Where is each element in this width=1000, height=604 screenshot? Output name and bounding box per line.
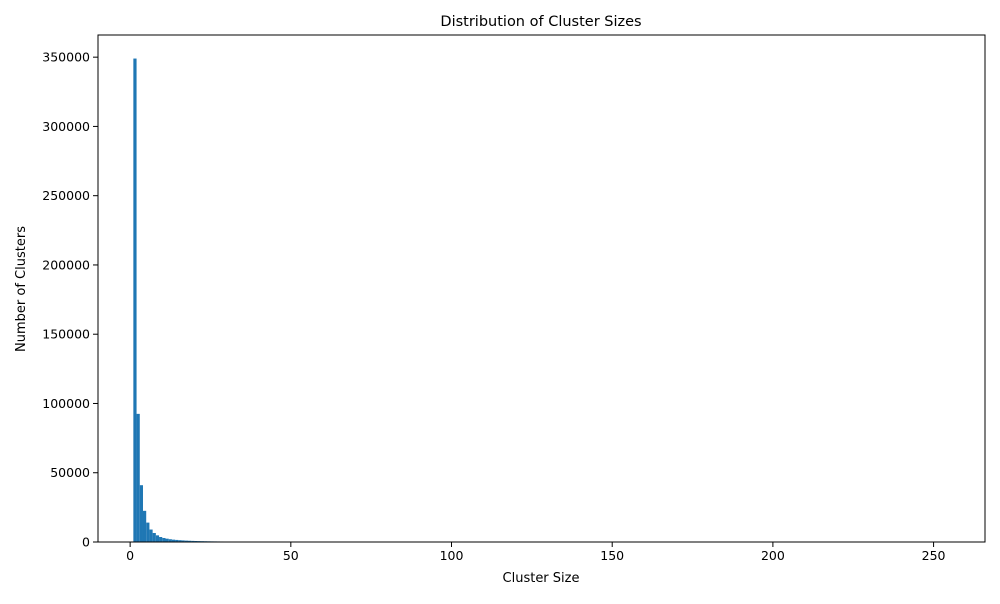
y-tick-label: 50000 xyxy=(50,465,90,480)
chart-title: Distribution of Cluster Sizes xyxy=(440,14,641,30)
y-tick-label: 250000 xyxy=(42,188,90,203)
y-tick-label: 150000 xyxy=(42,327,90,342)
histogram-bar xyxy=(140,485,143,542)
y-tick-label: 300000 xyxy=(42,119,90,134)
histogram-bar xyxy=(162,538,165,542)
histogram-bar xyxy=(149,530,152,542)
histogram-bar xyxy=(156,535,159,542)
histogram-bar xyxy=(143,511,146,542)
histogram-bar xyxy=(159,537,162,542)
x-tick-label: 0 xyxy=(126,548,134,563)
y-tick-label: 350000 xyxy=(42,50,90,65)
y-axis-label: Number of Clusters xyxy=(14,226,29,352)
x-tick-label: 100 xyxy=(440,548,464,563)
histogram-bar xyxy=(153,533,156,542)
histogram-bar xyxy=(146,523,149,542)
x-tick-label: 250 xyxy=(922,548,946,563)
x-tick-label: 150 xyxy=(600,548,624,563)
x-axis-label: Cluster Size xyxy=(503,571,580,586)
histogram-bar xyxy=(133,59,136,542)
x-tick-label: 200 xyxy=(761,548,785,563)
y-tick-label: 0 xyxy=(82,535,90,550)
y-tick-label: 200000 xyxy=(42,257,90,272)
x-tick-label: 50 xyxy=(283,548,299,563)
histogram-bar xyxy=(137,414,140,542)
y-tick-label: 100000 xyxy=(42,396,90,411)
